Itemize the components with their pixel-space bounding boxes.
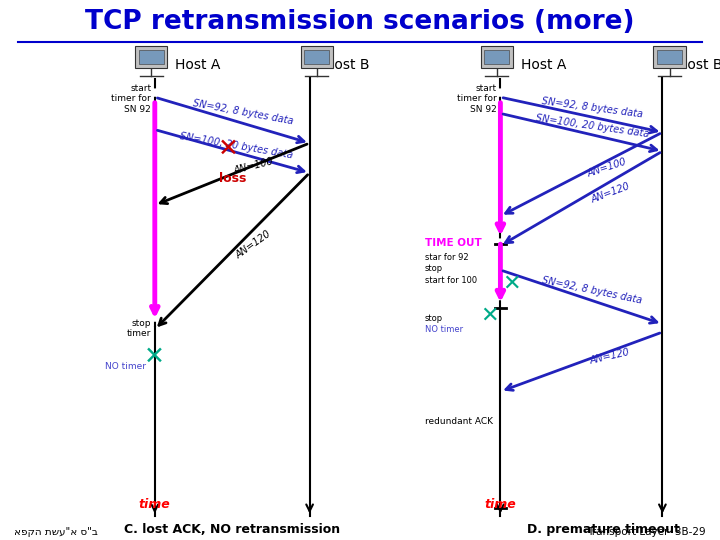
FancyBboxPatch shape — [305, 50, 329, 64]
Text: SN=100, 20 bytes data: SN=100, 20 bytes data — [535, 113, 649, 139]
Text: Host B: Host B — [677, 58, 720, 72]
Text: loss: loss — [218, 172, 246, 185]
Text: stop: stop — [425, 264, 443, 273]
Text: AN=120: AN=120 — [590, 181, 631, 205]
Text: ✕: ✕ — [480, 306, 499, 326]
Text: ✕: ✕ — [218, 137, 239, 160]
Text: stop
timer: stop timer — [127, 319, 151, 338]
Text: AN=100: AN=100 — [233, 156, 275, 176]
Text: AN=100: AN=100 — [585, 157, 628, 179]
FancyBboxPatch shape — [139, 50, 163, 64]
Text: SN=92, 8 bytes data: SN=92, 8 bytes data — [541, 275, 643, 306]
Text: AN=120: AN=120 — [234, 229, 274, 260]
Text: NO timer: NO timer — [425, 325, 463, 334]
Text: C. lost ACK, NO retransmission: C. lost ACK, NO retransmission — [124, 523, 341, 536]
Text: ✕: ✕ — [502, 273, 521, 294]
Text: Host A: Host A — [521, 58, 566, 72]
FancyBboxPatch shape — [485, 50, 509, 64]
Text: SN=100, 20 bytes data: SN=100, 20 bytes data — [179, 131, 293, 160]
Text: start
timer for
SN 92: start timer for SN 92 — [112, 84, 151, 113]
Text: NO timer: NO timer — [106, 362, 146, 370]
FancyBboxPatch shape — [481, 46, 513, 68]
Text: SN=92, 8 bytes data: SN=92, 8 bytes data — [192, 98, 294, 126]
FancyBboxPatch shape — [654, 46, 686, 68]
Text: start for 100: start for 100 — [425, 276, 477, 285]
Text: AN=120: AN=120 — [589, 347, 631, 366]
Text: time: time — [485, 498, 516, 511]
Text: ✕: ✕ — [144, 345, 166, 368]
Text: redundant ACK: redundant ACK — [425, 417, 492, 426]
Text: start
timer for
SN 92: start timer for SN 92 — [457, 84, 497, 113]
FancyBboxPatch shape — [657, 50, 682, 64]
Text: time: time — [139, 498, 171, 511]
Text: Transport Layer  3B-29: Transport Layer 3B-29 — [587, 527, 706, 537]
Text: SN=92, 8 bytes data: SN=92, 8 bytes data — [541, 97, 644, 120]
Text: star for 92: star for 92 — [425, 253, 469, 262]
Text: stop: stop — [425, 314, 443, 323]
FancyBboxPatch shape — [301, 46, 333, 68]
Text: Host A: Host A — [175, 58, 220, 72]
Text: D. premature timeout: D. premature timeout — [526, 523, 680, 536]
Text: אפקה תשע"א ס"ב: אפקה תשע"א ס"ב — [14, 527, 98, 537]
FancyBboxPatch shape — [135, 46, 167, 68]
Text: TIME OUT: TIME OUT — [425, 238, 482, 248]
Text: TCP retransmission scenarios (more): TCP retransmission scenarios (more) — [85, 9, 635, 35]
Text: Host B: Host B — [324, 58, 369, 72]
